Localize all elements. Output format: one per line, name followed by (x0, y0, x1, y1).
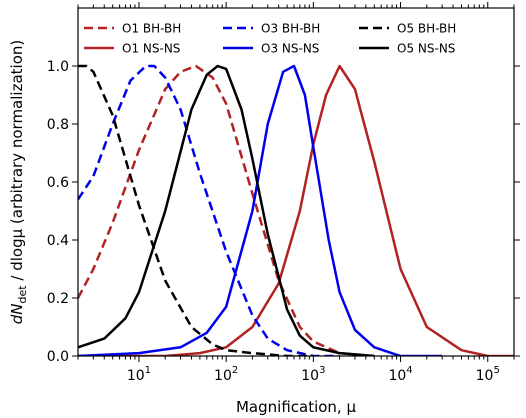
legend-label-o3-ns-ns: O3 NS-NS (261, 42, 319, 56)
x-tick-label: 103 (301, 365, 325, 384)
series-line-o5-ns-ns (78, 64, 375, 356)
legend-label-o5-bh-bh: O5 BH-BH (397, 22, 456, 36)
plot-content (78, 64, 514, 356)
legend-label-o1-ns-ns: O1 NS-NS (122, 42, 180, 56)
y-tick-label: 0.2 (47, 291, 69, 307)
x-tick-label: 104 (388, 365, 412, 384)
y-axis: 0.0 0.2 0.4 0.6 0.8 1.0 (47, 59, 520, 365)
y-tick-label: 0.4 (47, 233, 69, 249)
legend-label-o1-bh-bh: O1 BH-BH (122, 22, 181, 36)
y-tick-label: 0.6 (47, 175, 69, 191)
series-line-o5-bh-bh (78, 64, 314, 356)
x-axis-label: Magnification, μ (236, 398, 356, 416)
legend-label-o5-ns-ns: O5 NS-NS (397, 42, 455, 56)
y-tick-label: 0.8 (47, 117, 69, 133)
series-line-o3-ns-ns (78, 64, 443, 356)
series-line-o1-ns-ns (78, 64, 514, 356)
series-line-o3-bh-bh (78, 64, 340, 356)
x-tick-label: 101 (127, 365, 151, 384)
series-line-o1-bh-bh (78, 64, 375, 356)
plot-frame (77, 7, 515, 357)
y-tick-label: 0.0 (47, 349, 69, 365)
x-tick-label: 105 (476, 365, 500, 384)
legend: O1 BH-BH O1 NS-NS O3 BH-BH O3 NS-NS O5 BH-BH… (84, 22, 456, 56)
y-tick-label: 1.0 (47, 59, 69, 75)
y-axis-label: dNdet / dlogμ (arbitrary normalization) (8, 40, 29, 324)
x-tick-label: 102 (214, 365, 238, 384)
x-axis: 101 102 103 104 105 (77, 2, 515, 384)
legend-label-o3-bh-bh: O3 BH-BH (261, 22, 320, 36)
